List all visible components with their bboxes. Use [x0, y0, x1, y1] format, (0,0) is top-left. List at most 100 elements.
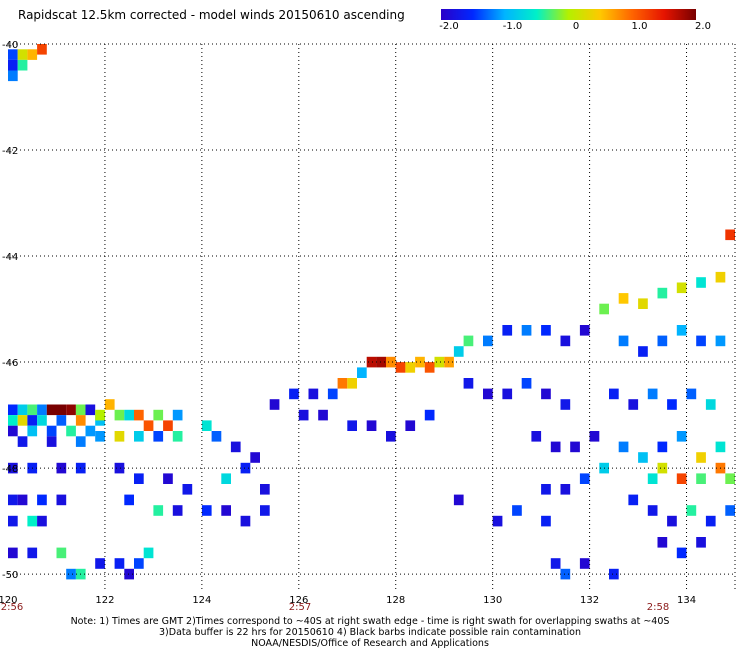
heatmap-cell	[56, 494, 67, 506]
heatmap-cell	[579, 558, 590, 569]
heatmap-cell	[163, 473, 173, 484]
heatmap-cell	[327, 388, 338, 400]
heatmap-cell	[27, 49, 38, 60]
heatmap-cell	[85, 425, 96, 437]
heatmap-cell	[657, 537, 668, 548]
heatmap-cell	[667, 399, 677, 410]
x-tick-label: 130	[483, 595, 502, 606]
heatmap-cell	[124, 494, 134, 506]
time-label: 2:57	[289, 602, 311, 613]
heatmap-cell	[715, 441, 726, 453]
heatmap-cell	[27, 547, 38, 559]
heatmap-cell	[66, 425, 76, 437]
colorbar-tick-label: 0	[572, 21, 580, 32]
heatmap-cell	[531, 431, 542, 442]
heatmap-cell	[8, 49, 18, 60]
heatmap-cell	[599, 303, 609, 315]
heatmap-cell	[676, 325, 687, 336]
heatmap-cell	[8, 515, 18, 527]
heatmap-cell	[37, 44, 47, 55]
heatmap-cell	[405, 420, 416, 431]
heatmap-cell	[66, 404, 76, 416]
heatmap-cell	[453, 494, 464, 506]
heatmap-cell	[289, 388, 299, 400]
y-tick-label: -40	[2, 40, 18, 51]
heatmap-cell	[27, 425, 38, 437]
heatmap-cell	[143, 420, 154, 431]
heatmap-cell	[8, 494, 18, 506]
heatmap-cell	[153, 409, 164, 421]
heatmap-cell	[550, 441, 561, 453]
x-tick-label: 122	[95, 595, 114, 606]
heatmap-cell	[657, 462, 668, 474]
heatmap-cell	[405, 362, 416, 373]
heatmap-cell	[725, 229, 735, 241]
heatmap-cell	[696, 452, 706, 463]
heatmap-cell	[17, 415, 28, 426]
heatmap-cell	[37, 494, 47, 506]
heatmap-cell	[483, 335, 493, 347]
heatmap-cell	[8, 415, 18, 426]
heatmap-cell	[153, 431, 164, 442]
heatmap-cell	[114, 462, 125, 474]
heatmap-cell	[347, 378, 357, 389]
heatmap-cell	[85, 404, 96, 416]
heatmap-cell	[618, 293, 629, 304]
heatmap-cell	[240, 515, 251, 527]
heatmap-cell	[541, 388, 551, 400]
heatmap-cell	[696, 277, 706, 288]
heatmap-cell	[201, 505, 212, 516]
heatmap-cell	[37, 515, 47, 527]
heatmap-cell	[366, 356, 377, 368]
heatmap-cell	[134, 431, 144, 442]
heatmap-cell	[628, 494, 639, 506]
heatmap-cell	[114, 558, 125, 569]
heatmap-cell	[638, 346, 648, 357]
heatmap-cell	[715, 335, 726, 347]
heatmap-cell	[172, 505, 183, 516]
heatmap-cell	[628, 399, 639, 410]
heatmap-cell	[463, 378, 474, 389]
heatmap-cell	[376, 356, 386, 368]
heatmap-cell	[95, 409, 105, 421]
heatmap-cell	[221, 505, 231, 516]
heatmap-cell	[502, 388, 513, 400]
heatmap-cell	[37, 404, 47, 416]
heatmap-cell	[8, 425, 18, 437]
heatmap-cell	[8, 404, 18, 416]
heatmap-cell	[46, 425, 57, 437]
heatmap-cell	[124, 409, 134, 421]
heatmap-cell	[17, 494, 28, 506]
heatmap-cell	[541, 484, 551, 495]
heatmap-cell	[560, 484, 571, 495]
heatmap-cell	[512, 505, 522, 516]
heatmap-cell	[153, 505, 164, 516]
heatmap-cell	[27, 404, 38, 416]
heatmap-cell	[647, 505, 658, 516]
colorbar-tick-label: 2.0	[695, 21, 711, 32]
heatmap-cell	[95, 431, 105, 442]
heatmap-cell	[240, 462, 251, 474]
heatmap-cell	[17, 59, 28, 71]
heatmap-cell	[541, 515, 551, 527]
heatmap-cell	[483, 388, 493, 400]
heatmap-cell	[318, 409, 328, 421]
heatmap-cell	[696, 537, 706, 548]
heatmap-cell	[8, 59, 18, 71]
heatmap-cell	[570, 441, 580, 453]
heatmap-cell	[715, 271, 726, 283]
heatmap-cell	[560, 399, 571, 410]
heatmap-cell	[8, 547, 18, 559]
x-tick-label: 128	[386, 595, 405, 606]
note-line-3: NOAA/NESDIS/Office of Research and Appli…	[251, 638, 489, 649]
heatmap-cell	[201, 420, 212, 431]
heatmap-cell	[725, 505, 735, 516]
heatmap-cell	[56, 415, 67, 426]
y-tick-label: -44	[2, 252, 18, 263]
y-tick-label: -42	[2, 146, 18, 157]
heatmap-cell	[657, 287, 668, 299]
y-tick-label: -48	[2, 464, 18, 475]
heatmap-cell	[17, 49, 28, 60]
heatmap-cell	[502, 325, 513, 336]
heatmap-cell	[75, 415, 86, 426]
